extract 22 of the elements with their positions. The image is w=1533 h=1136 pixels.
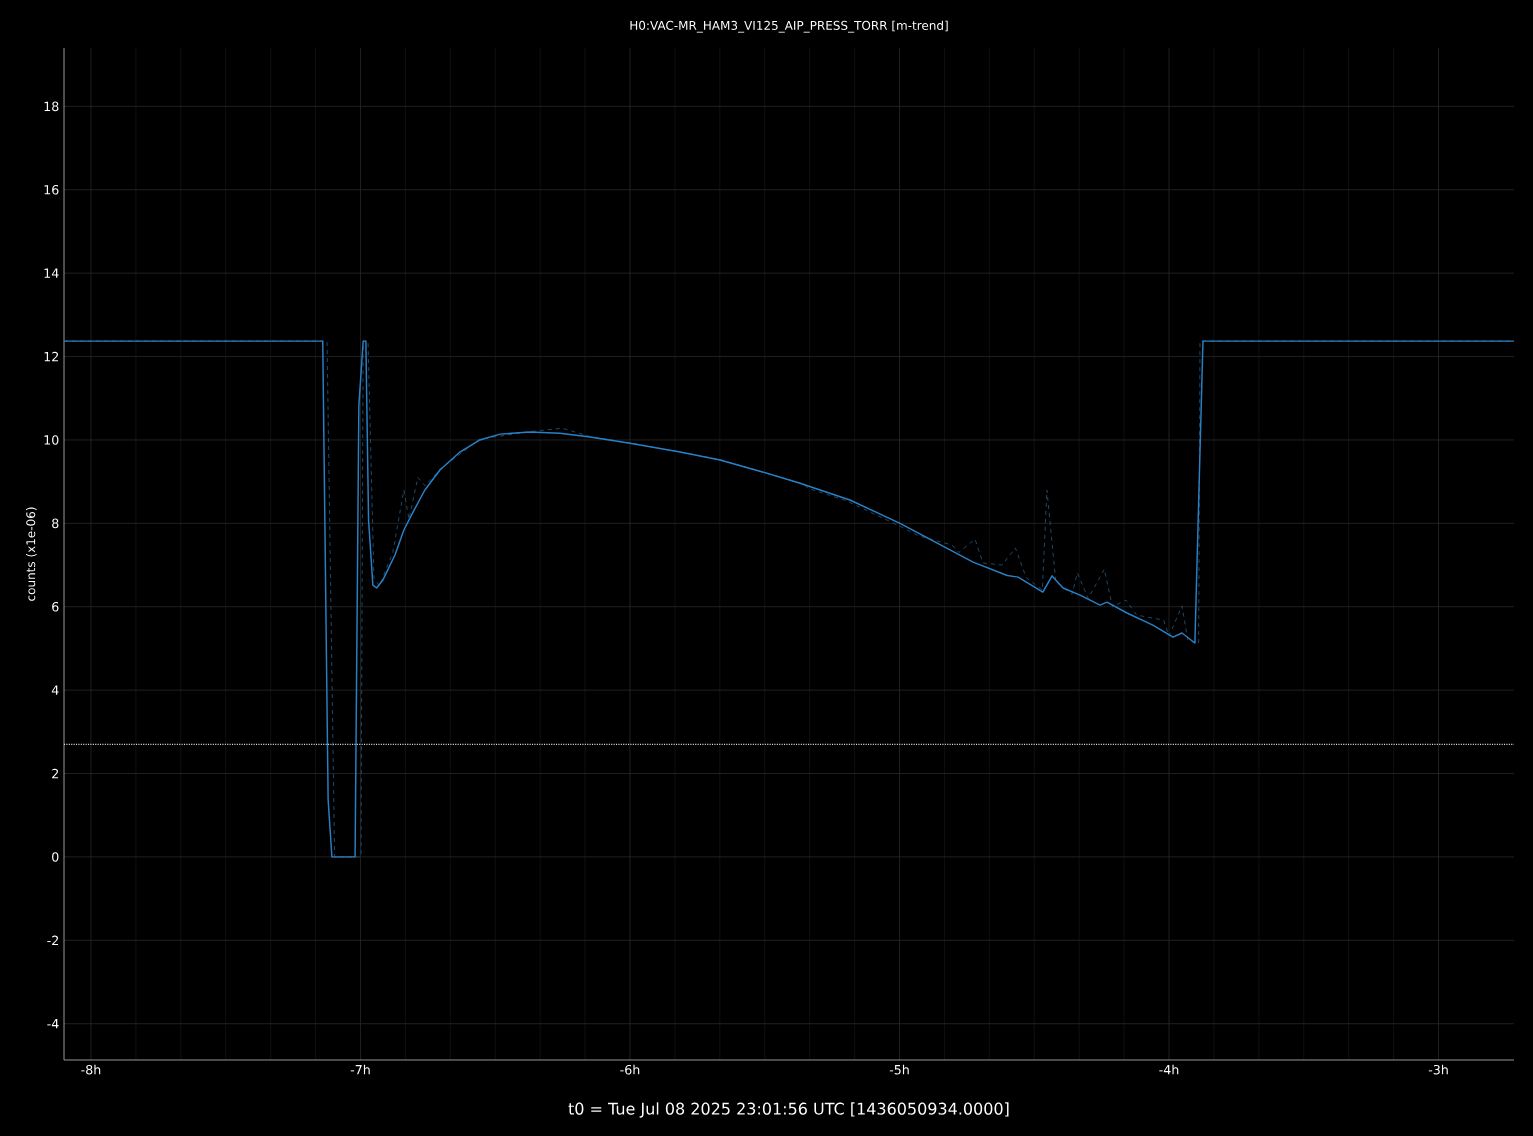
x-tick-label: -8h: [81, 1064, 101, 1075]
y-axis-title: counts (x1e-06): [25, 507, 37, 601]
x-tick-label: -6h: [620, 1064, 640, 1075]
y-tick-label: 4: [51, 685, 59, 695]
y-tick-label: 6: [52, 601, 59, 612]
x-axis-title: t0 = Tue Jul 08 2025 23:01:56 UTC [1436050934.0000]: [568, 1102, 1009, 1118]
x-tick-label: -7h: [350, 1064, 370, 1075]
y-tick-label: 18: [44, 101, 59, 112]
x-tick-label: -4h: [1159, 1064, 1179, 1075]
y-tick-label: 14: [44, 268, 59, 278]
y-tick-label: 8: [52, 518, 59, 529]
y-tick-label: 2: [52, 768, 59, 779]
y-tick-label: 12: [44, 351, 59, 362]
line-series: [64, 340, 1514, 858]
y-tick-label: -4: [47, 1019, 59, 1029]
x-tick-label: -5h: [889, 1064, 909, 1075]
y-tick-label: 16: [44, 184, 59, 195]
y-tick-label: 10: [44, 435, 59, 445]
chart-title: H0:VAC-MR_HAM3_VI125_AIP_PRESS_TORR [m-trend]: [630, 20, 948, 33]
x-tick-label: -3h: [1428, 1064, 1448, 1075]
y-tick-label: -2: [47, 935, 59, 946]
y-tick-label: 0: [52, 852, 59, 862]
